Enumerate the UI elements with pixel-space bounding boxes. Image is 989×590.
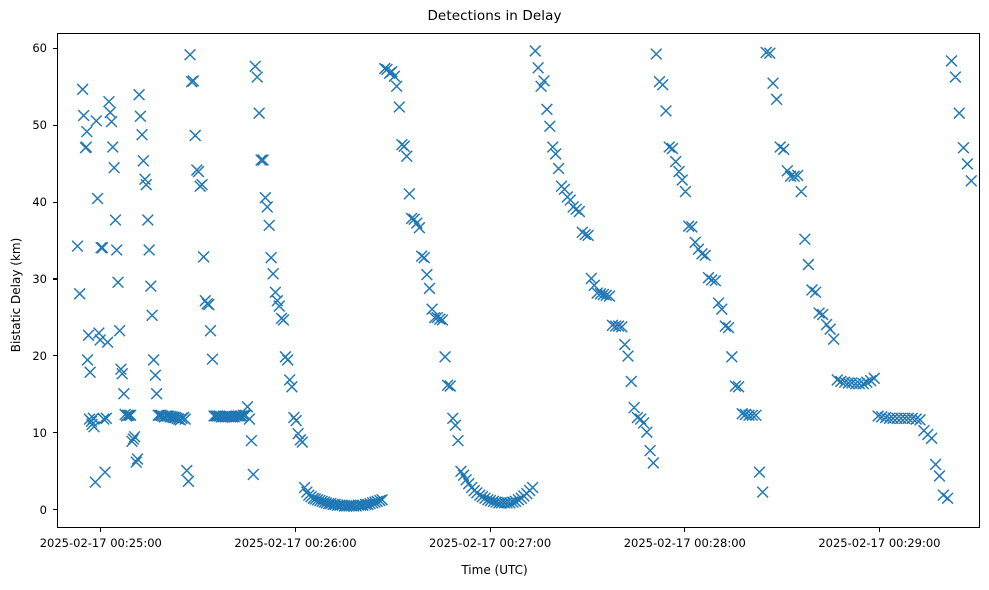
y-tick-mark xyxy=(53,201,57,203)
y-tick-mark xyxy=(53,47,57,49)
y-tick-label: 0 xyxy=(39,502,47,517)
y-tick-label: 10 xyxy=(32,425,47,440)
y-tick-label: 50 xyxy=(32,118,47,133)
y-tick-label: 30 xyxy=(32,271,47,286)
y-tick-mark xyxy=(53,278,57,280)
x-tick-mark xyxy=(878,528,881,532)
y-tick-mark xyxy=(53,355,57,357)
x-tick-mark xyxy=(684,528,686,532)
y-tick-label: 40 xyxy=(32,195,47,210)
x-tick-label: 2025-02-17 00:27:00 xyxy=(429,536,552,550)
x-tick-label: 2025-02-17 00:29:00 xyxy=(818,536,941,550)
x-tick-mark xyxy=(100,528,102,532)
x-tick-mark xyxy=(294,528,297,532)
x-tick-mark xyxy=(489,528,491,532)
y-axis-label: Bistatic Delay (km) xyxy=(9,237,23,353)
scatter-series xyxy=(71,44,978,512)
y-tick-mark xyxy=(53,509,57,511)
plot-area xyxy=(57,33,980,528)
x-tick-label: 2025-02-17 00:28:00 xyxy=(623,536,746,550)
y-tick-mark xyxy=(53,124,57,126)
y-tick-mark xyxy=(53,432,57,434)
x-tick-label: 2025-02-17 00:26:00 xyxy=(234,536,357,550)
y-tick-label: 60 xyxy=(32,41,47,56)
page-title: Detections in Delay xyxy=(427,8,562,24)
x-axis-label: Time (UTC) xyxy=(461,563,528,577)
y-tick-label: 20 xyxy=(32,348,47,363)
x-tick-label: 2025-02-17 00:25:00 xyxy=(39,536,162,550)
